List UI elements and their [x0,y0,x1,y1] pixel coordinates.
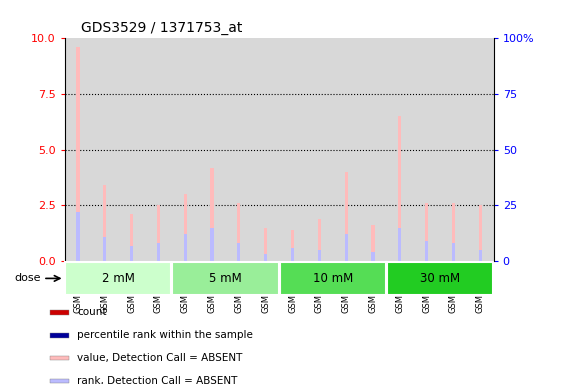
Bar [76,212,80,261]
Bar [76,47,80,261]
Text: 2 mM: 2 mM [102,272,135,285]
Bar [157,205,160,261]
Bar [425,241,428,261]
Bar [210,228,214,261]
Text: 5 mM: 5 mM [209,272,242,285]
Bar [103,237,107,261]
Bar [183,234,187,261]
Text: GDS3529 / 1371753_at: GDS3529 / 1371753_at [81,21,243,35]
Text: 10 mM: 10 mM [312,272,353,285]
Bar [65,262,171,295]
Bar [479,250,482,261]
Bar [264,255,267,261]
Bar [210,167,214,261]
Bar [130,245,133,261]
Bar [130,214,133,261]
Bar [291,248,294,261]
Text: value, Detection Call = ABSENT: value, Detection Call = ABSENT [77,353,243,363]
Bar [50,356,69,360]
Bar [452,243,455,261]
Bar [237,243,241,261]
Text: percentile rank within the sample: percentile rank within the sample [77,330,254,340]
Bar [387,262,493,295]
Bar [103,185,107,261]
Bar [172,262,279,295]
Bar [398,228,402,261]
Bar [237,203,241,261]
Bar [318,250,321,261]
Text: 30 mM: 30 mM [420,272,460,285]
Bar [371,225,375,261]
Bar [452,203,455,261]
Text: dose: dose [14,273,40,283]
Bar [50,333,69,338]
Bar [291,230,294,261]
Bar [425,203,428,261]
Bar [344,172,348,261]
Bar [344,234,348,261]
Bar [371,252,375,261]
Bar [318,219,321,261]
Bar [50,379,69,383]
Bar [264,228,267,261]
Bar [398,116,402,261]
Bar [157,243,160,261]
Text: count: count [77,308,107,318]
Bar [479,205,482,261]
Bar [279,262,386,295]
Text: rank, Detection Call = ABSENT: rank, Detection Call = ABSENT [77,376,238,384]
Bar [183,194,187,261]
Bar [50,310,69,315]
